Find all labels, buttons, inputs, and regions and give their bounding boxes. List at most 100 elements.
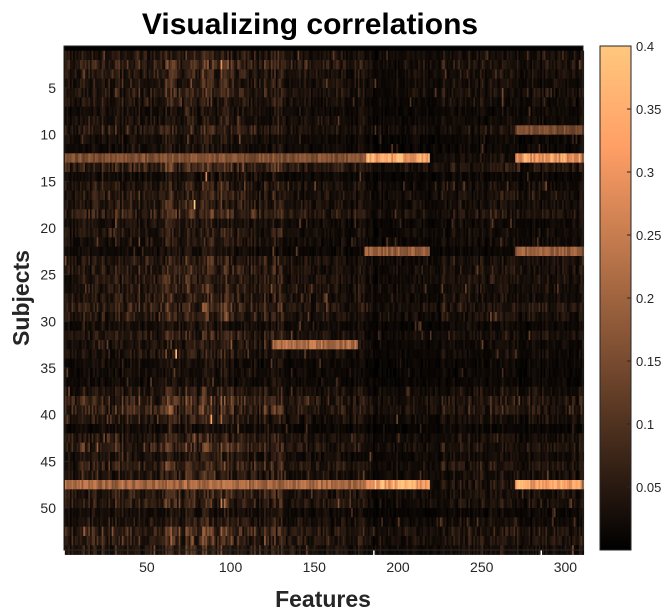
heatmap-cell — [105, 190, 107, 201]
heatmap-cell — [334, 172, 337, 182]
heatmap-cell — [379, 172, 382, 182]
heatmap-cell — [285, 134, 288, 145]
heatmap-cell — [409, 134, 412, 145]
heatmap-cell — [464, 153, 467, 163]
heatmap-cell — [354, 69, 357, 79]
heatmap-cell — [540, 106, 543, 117]
heatmap-cell — [347, 97, 350, 107]
heatmap-cell — [531, 181, 534, 191]
heatmap-cell — [232, 181, 235, 191]
heatmap-cell — [163, 88, 166, 98]
heatmap-cell — [376, 69, 379, 79]
heatmap-cell — [250, 88, 253, 98]
heatmap-cell — [349, 162, 352, 173]
heatmap-cell — [305, 78, 308, 89]
heatmap-cell — [352, 144, 355, 154]
heatmap-cell — [84, 200, 87, 210]
heatmap-cell — [354, 50, 357, 61]
heatmap-cell — [399, 125, 402, 135]
heatmap-cell — [391, 106, 394, 117]
heatmap-cell — [533, 144, 536, 154]
heatmap-cell — [165, 69, 168, 79]
heatmap-cell — [274, 88, 277, 98]
heatmap-cell — [218, 134, 221, 145]
heatmap-cell — [331, 134, 333, 145]
heatmap-cell — [223, 106, 226, 117]
heatmap-cell — [565, 125, 568, 135]
heatmap-cell — [326, 134, 328, 145]
heatmap-cell — [384, 134, 387, 145]
heatmap-cell — [264, 116, 266, 126]
heatmap-cell — [178, 125, 181, 135]
heatmap-cell — [197, 88, 200, 98]
heatmap-cell — [359, 153, 362, 163]
heatmap-cell — [163, 125, 166, 135]
heatmap-cell — [243, 162, 246, 173]
heatmap-cell — [259, 88, 261, 98]
heatmap-cell — [270, 88, 273, 98]
heatmap-cell — [406, 88, 409, 98]
heatmap-cell — [173, 144, 176, 154]
heatmap-cell — [238, 200, 241, 210]
heatmap-cell — [382, 106, 385, 117]
heatmap-cell — [515, 78, 518, 89]
heatmap-cell — [392, 134, 395, 145]
heatmap-cell — [578, 153, 581, 163]
heatmap-cell — [503, 125, 506, 135]
heatmap-cell — [344, 172, 347, 182]
heatmap-cell — [250, 50, 253, 61]
heatmap-cell — [580, 190, 583, 201]
heatmap-cell — [259, 97, 261, 107]
heatmap-cell — [342, 190, 345, 201]
heatmap-cell — [357, 153, 360, 163]
heatmap-cell — [448, 88, 451, 98]
heatmap-cell — [84, 134, 87, 145]
heatmap-cell — [525, 50, 528, 61]
heatmap-cell — [508, 88, 511, 98]
heatmap-cell — [451, 106, 454, 117]
heatmap-cell — [391, 97, 394, 107]
heatmap-cell — [269, 116, 272, 126]
heatmap-cell — [168, 50, 171, 61]
heatmap-cell — [344, 144, 347, 154]
heatmap-cell — [64, 69, 67, 79]
heatmap-cell — [362, 125, 365, 135]
heatmap-cell — [396, 134, 399, 145]
heatmap-cell — [183, 106, 186, 117]
heatmap-cell — [175, 116, 178, 126]
heatmap-cell — [436, 69, 439, 79]
heatmap-cell — [570, 162, 573, 173]
heatmap-cell — [220, 78, 223, 89]
heatmap-cell — [381, 125, 384, 135]
heatmap-cell — [464, 78, 467, 89]
heatmap-cell — [396, 78, 399, 89]
heatmap-cell — [89, 78, 92, 89]
heatmap-cell — [451, 172, 454, 182]
heatmap-cell — [100, 78, 102, 89]
heatmap-cell — [384, 125, 387, 135]
heatmap-cell — [369, 125, 372, 135]
heatmap-cell — [508, 144, 511, 154]
heatmap-cell — [384, 181, 387, 191]
heatmap-cell — [483, 144, 486, 154]
heatmap-cell — [351, 162, 354, 173]
heatmap-cell — [536, 181, 539, 191]
heatmap-cell — [362, 181, 365, 191]
heatmap-cell — [495, 172, 498, 182]
heatmap-cell — [121, 144, 124, 154]
heatmap-cell — [131, 97, 134, 107]
heatmap-cell — [217, 200, 220, 210]
heatmap-cell — [516, 78, 519, 89]
heatmap-cell — [66, 172, 69, 182]
heatmap-cell — [155, 78, 158, 89]
heatmap-cell — [86, 50, 89, 61]
heatmap-cell — [398, 190, 400, 201]
heatmap-cell — [106, 162, 109, 173]
heatmap-cell — [441, 172, 444, 182]
heatmap-cell — [136, 181, 139, 191]
heatmap-cell — [511, 69, 514, 79]
heatmap-cell — [510, 153, 513, 163]
heatmap-cell — [105, 125, 107, 135]
heatmap-cell — [413, 181, 415, 191]
heatmap-cell — [74, 116, 77, 126]
